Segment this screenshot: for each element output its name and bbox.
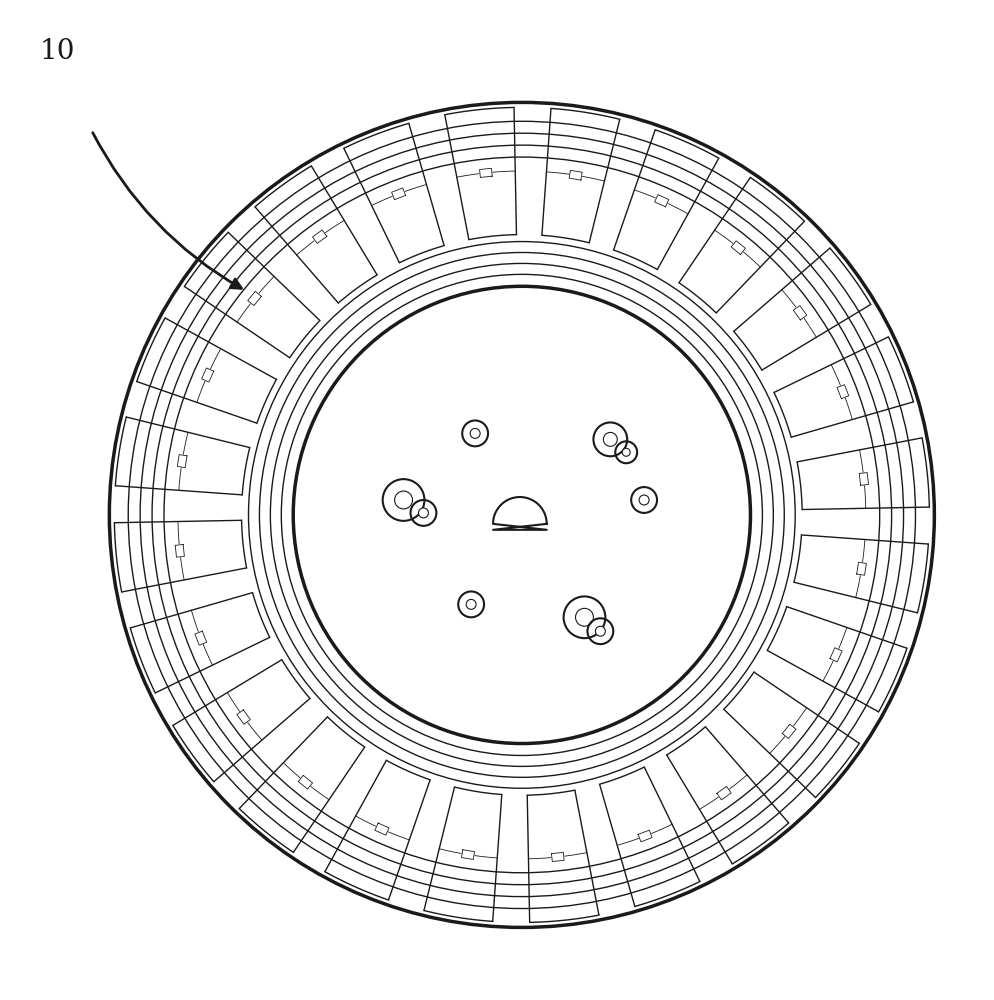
Polygon shape — [837, 385, 849, 399]
Polygon shape — [177, 455, 187, 468]
Circle shape — [639, 495, 649, 505]
Circle shape — [395, 491, 413, 509]
Polygon shape — [175, 545, 185, 557]
Polygon shape — [202, 368, 214, 382]
Polygon shape — [392, 188, 406, 200]
Circle shape — [293, 286, 750, 744]
Polygon shape — [237, 710, 250, 724]
Circle shape — [603, 432, 617, 446]
Circle shape — [418, 508, 428, 518]
Polygon shape — [782, 724, 796, 738]
Circle shape — [107, 100, 936, 929]
Polygon shape — [248, 291, 261, 306]
Polygon shape — [638, 830, 652, 842]
Polygon shape — [493, 497, 547, 530]
Polygon shape — [375, 823, 389, 835]
Circle shape — [622, 448, 630, 456]
Polygon shape — [857, 562, 867, 575]
Polygon shape — [479, 168, 492, 177]
Polygon shape — [312, 230, 327, 243]
Circle shape — [595, 626, 605, 636]
Polygon shape — [195, 631, 207, 645]
Polygon shape — [859, 473, 869, 485]
Polygon shape — [655, 195, 669, 207]
Polygon shape — [298, 775, 312, 789]
Polygon shape — [793, 306, 807, 320]
Polygon shape — [830, 648, 842, 662]
Polygon shape — [461, 850, 474, 859]
Circle shape — [466, 599, 476, 609]
Polygon shape — [552, 852, 565, 862]
Polygon shape — [717, 786, 732, 800]
Circle shape — [470, 428, 480, 438]
Polygon shape — [570, 170, 582, 180]
Text: 10: 10 — [40, 38, 76, 65]
Circle shape — [576, 608, 593, 626]
Polygon shape — [732, 241, 746, 254]
